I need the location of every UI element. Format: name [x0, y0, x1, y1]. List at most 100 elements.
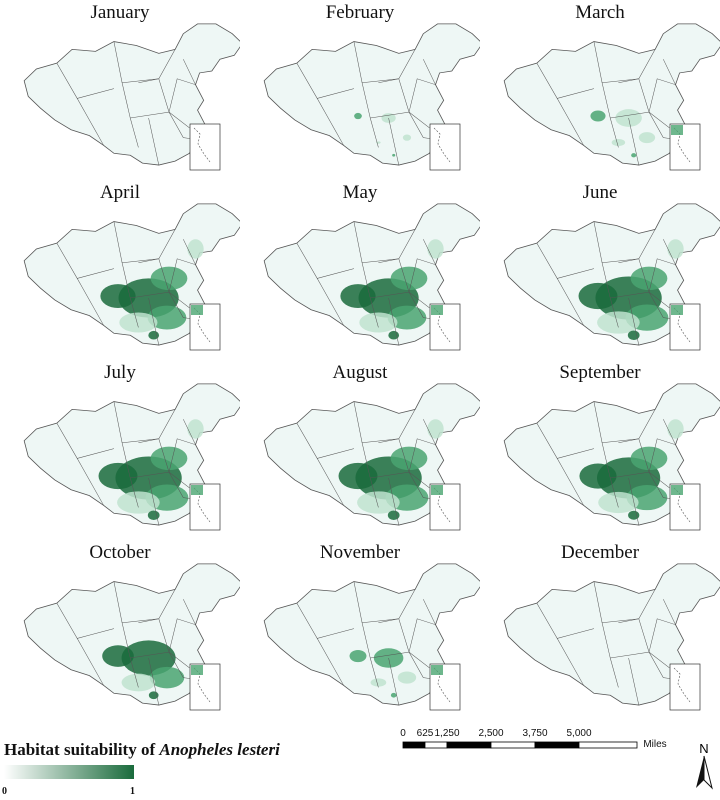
- province-border: [423, 239, 436, 265]
- province-border: [556, 278, 584, 326]
- suitability-area: [427, 419, 444, 439]
- map-outline: [263, 563, 480, 706]
- suitability-area: [590, 110, 606, 122]
- suitability-area: [359, 312, 398, 333]
- china-map: [503, 203, 720, 351]
- province-border: [648, 78, 676, 113]
- province-border: [628, 117, 640, 166]
- suitability-area: [630, 446, 668, 471]
- province-border: [638, 438, 670, 488]
- province-border: [168, 78, 196, 113]
- map-panel-april: April: [0, 182, 240, 359]
- map-panel-november: November: [240, 542, 480, 719]
- province-border: [121, 622, 170, 659]
- province-border: [556, 458, 584, 506]
- province-border: [168, 258, 196, 293]
- map-panel-october: October: [0, 542, 240, 719]
- province-border: [408, 258, 436, 293]
- province-border: [618, 589, 656, 623]
- map-panel-title: November: [319, 542, 401, 563]
- inset-suitability-area: [671, 125, 683, 135]
- suitability-area: [598, 491, 639, 514]
- monthly-maps-grid: January February March April May June July Augu…: [0, 2, 720, 711]
- province-border: [398, 618, 430, 668]
- province-border: [148, 477, 160, 526]
- inset-islands: [193, 667, 211, 703]
- south-china-sea-inset: [429, 123, 461, 171]
- legend-min-label: 0: [2, 786, 7, 797]
- province-border: [129, 117, 139, 148]
- province-border: [183, 599, 196, 625]
- suitability-area: [340, 284, 376, 308]
- china-map: [263, 203, 480, 351]
- map-panel-july: July: [0, 362, 240, 539]
- province-border: [369, 477, 379, 508]
- province-border: [378, 49, 416, 83]
- province-border: [138, 409, 176, 443]
- province-border: [628, 477, 640, 526]
- province-border: [361, 442, 410, 479]
- inset-islands: [673, 487, 691, 523]
- province-border: [388, 297, 400, 346]
- map-panel-title: February: [325, 2, 395, 23]
- suitability-area: [370, 678, 387, 687]
- inset-islands: [193, 307, 211, 343]
- map-panel-march: March: [480, 2, 720, 179]
- province-border: [361, 262, 410, 299]
- suitability-area: [121, 673, 156, 692]
- province-border: [168, 618, 196, 653]
- china-map: [263, 563, 480, 711]
- province-border: [638, 618, 670, 668]
- province-border: [378, 409, 416, 443]
- map-outline: [263, 23, 480, 166]
- suitability-area: [578, 282, 618, 310]
- suitability-area: [149, 666, 185, 689]
- map-panel-january: January: [0, 2, 240, 179]
- map-outline: [23, 23, 240, 166]
- province-border: [113, 581, 159, 623]
- province-border: [408, 618, 436, 653]
- inset-suitability-area: [671, 485, 683, 495]
- suitability-area: [100, 284, 136, 308]
- scale-tick-label: 625: [416, 728, 434, 739]
- province-border: [648, 258, 676, 293]
- map-outline: [23, 203, 240, 346]
- province-border: [296, 243, 354, 279]
- map-outline: [23, 563, 240, 706]
- map-outline: [503, 563, 720, 706]
- scale-tick-label: 2,500: [478, 728, 504, 739]
- province-border: [388, 657, 400, 706]
- scale-bar-segment: [534, 741, 580, 749]
- suitability-area: [667, 419, 684, 439]
- suitability-area: [631, 153, 637, 158]
- scale-unit-label: Miles: [643, 739, 667, 750]
- province-border: [76, 98, 104, 146]
- province-border: [148, 117, 160, 166]
- suitability-area: [615, 109, 642, 127]
- inset-islands: [193, 127, 211, 163]
- inset-islands: [673, 127, 691, 163]
- suitability-area: [390, 692, 397, 698]
- province-border: [361, 622, 410, 659]
- suitability-area: [150, 266, 188, 291]
- province-border: [138, 589, 176, 623]
- province-border: [369, 297, 379, 328]
- province-border: [536, 243, 594, 279]
- province-border: [601, 442, 650, 479]
- china-map: [263, 23, 480, 171]
- inset-suitability-area: [431, 485, 443, 495]
- scale-tick-label: 0: [400, 728, 406, 739]
- province-border: [316, 278, 344, 326]
- map-panel-title: January: [90, 2, 150, 23]
- province-border: [76, 638, 104, 686]
- suitability-area: [611, 138, 626, 147]
- map-panel-august: August: [240, 362, 480, 539]
- map-panel-title: October: [89, 542, 151, 563]
- province-border: [316, 98, 344, 146]
- inset-islands: [433, 127, 451, 163]
- province-border: [609, 657, 619, 688]
- south-china-sea-inset: [669, 663, 701, 711]
- suitability-area: [630, 266, 668, 291]
- map-outline: [503, 203, 720, 346]
- china-map: [23, 203, 240, 351]
